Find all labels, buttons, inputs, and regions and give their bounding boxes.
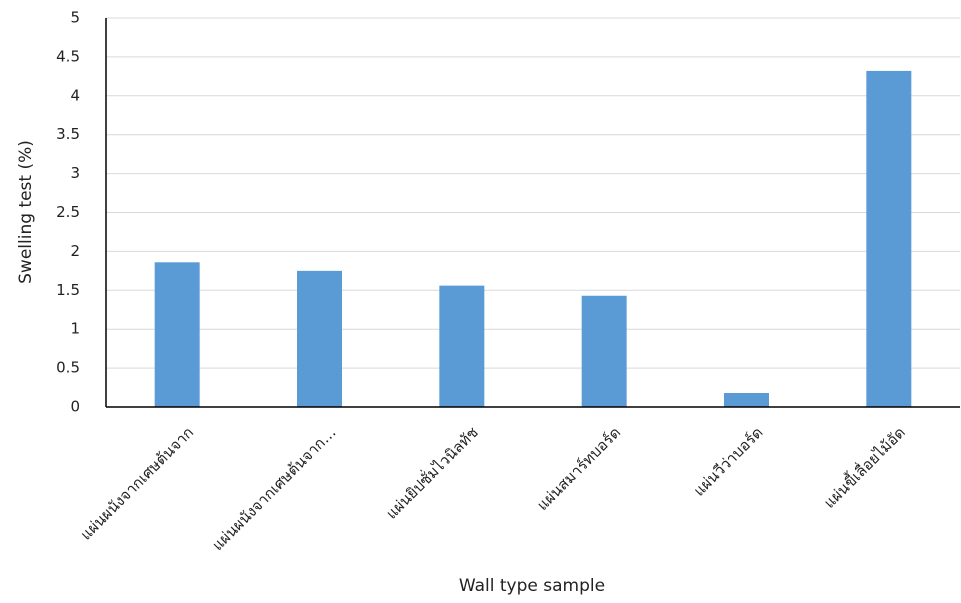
bar <box>866 71 911 407</box>
y-tick-label: 5 <box>70 9 80 27</box>
y-tick-label: 4.5 <box>56 47 80 65</box>
x-tick-label: แผ่นขี้เลื่อยไม้อัด <box>819 422 909 512</box>
y-tick-label: 2.5 <box>56 203 80 221</box>
x-tick-label: แผ่นผนังจากเศษต้นจาก… <box>209 423 340 554</box>
page: Swelling test (%) Wall type sample 0 0.5 1… <box>0 0 961 603</box>
x-tick-label: แผ่นวีว่าบอร์ด <box>690 423 767 500</box>
y-tick-label: 2 <box>70 242 80 260</box>
bar <box>724 393 769 407</box>
y-tick-label: 1 <box>70 320 80 338</box>
y-tick-label: 1.5 <box>56 281 80 299</box>
y-tick-label: 3.5 <box>56 125 80 143</box>
bar <box>582 296 627 407</box>
y-tick-label: 4 <box>70 86 80 104</box>
x-tick-label: แผ่นผนังจากเศษต้นจาก <box>77 423 197 543</box>
chart: Swelling test (%) Wall type sample 0 0.5 1… <box>0 0 961 603</box>
bar <box>297 271 342 407</box>
y-tick-label: 0.5 <box>56 359 80 377</box>
y-tick-label: 3 <box>70 164 80 182</box>
bar <box>439 286 484 407</box>
x-tick-label: แผ่นยิปซั่มไวนิลทัช <box>381 422 482 523</box>
x-tick-label: แผ่นสมาร์ทบอร์ด <box>533 423 624 514</box>
x-axis-title: Wall type sample <box>459 576 605 596</box>
y-tick-label: 0 <box>70 398 80 416</box>
bar <box>155 262 200 407</box>
y-axis-title: Swelling test (%) <box>16 140 36 284</box>
